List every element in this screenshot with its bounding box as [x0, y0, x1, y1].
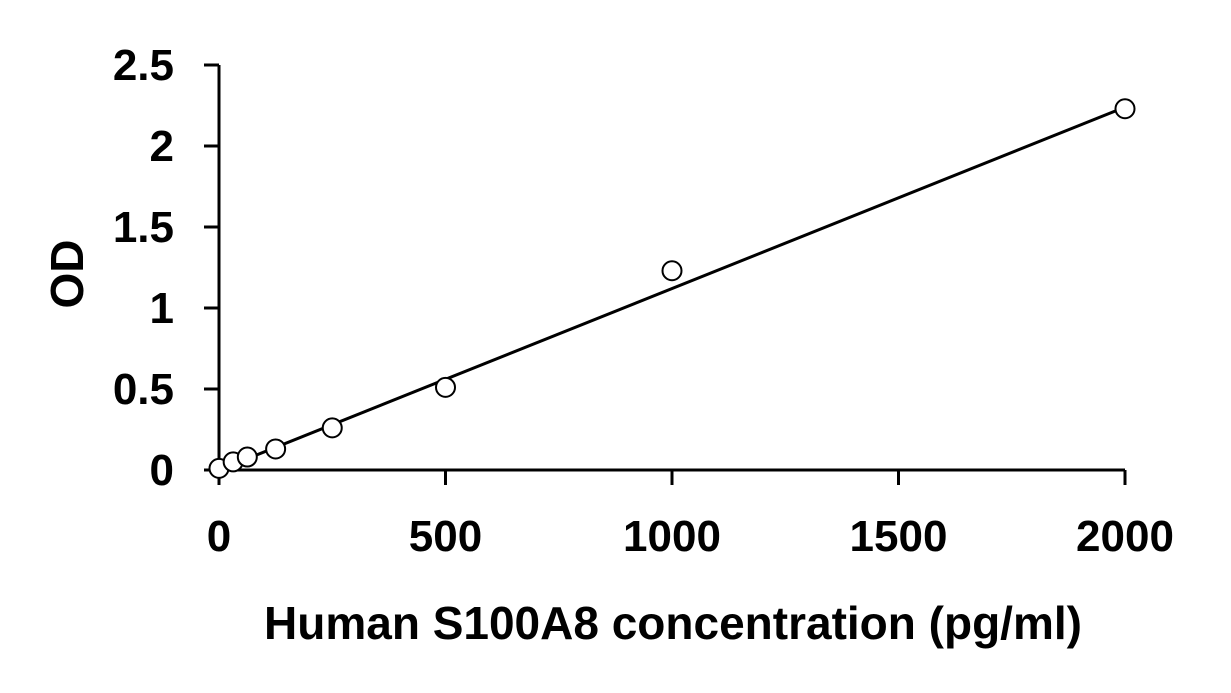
x-tick-label: 2000 — [1076, 512, 1174, 561]
trendline-layer — [218, 105, 1126, 472]
data-point — [435, 376, 456, 398]
trendline — [218, 105, 1126, 472]
data-point — [236, 446, 258, 468]
y-tick-label: 1 — [150, 284, 174, 333]
y-tick-label: 0.5 — [113, 365, 174, 414]
x-tick-label: 1000 — [623, 512, 721, 561]
y-tick-label: 1.5 — [113, 203, 174, 252]
y-axis-title: OD — [41, 240, 93, 309]
y-tick-label: 2 — [150, 122, 174, 171]
data-point — [1114, 98, 1136, 120]
x-axis-title: Human S100A8 concentration (pg/ml) — [264, 597, 1082, 649]
data-point — [265, 438, 287, 460]
x-tick-label: 500 — [409, 512, 482, 561]
data-points — [208, 98, 1136, 479]
y-tick-label: 0 — [150, 446, 174, 495]
data-point — [321, 417, 343, 439]
ticks: 0 0.5 1 1.5 2 2.5 0 500 1000 1500 2000 — [113, 41, 1174, 561]
data-point — [661, 260, 683, 282]
y-tick-label: 2.5 — [113, 41, 174, 90]
x-tick-label: 0 — [207, 512, 231, 561]
x-tick-label: 1500 — [850, 512, 948, 561]
